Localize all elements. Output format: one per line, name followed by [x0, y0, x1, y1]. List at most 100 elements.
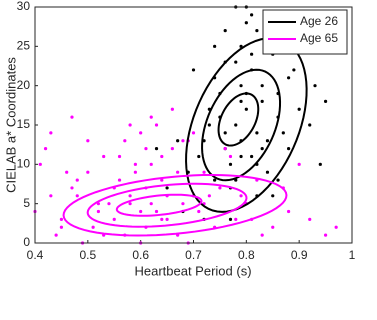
contour-ellipse	[217, 92, 260, 147]
data-point	[128, 123, 132, 127]
data-point	[287, 209, 291, 214]
data-point	[170, 147, 174, 151]
data-point	[223, 131, 227, 135]
data-point	[213, 44, 217, 48]
data-point	[75, 194, 79, 198]
data-point	[239, 84, 243, 88]
data-point	[128, 202, 132, 206]
data-point	[271, 225, 275, 229]
data-point	[59, 217, 64, 221]
legend: Age 26 Age 65	[262, 9, 348, 55]
y-tick-label: 20	[17, 78, 31, 92]
data-point	[308, 217, 312, 221]
x-tick-label: 0.5	[79, 248, 96, 262]
data-point	[228, 162, 233, 166]
data-point	[228, 154, 233, 159]
data-point	[250, 52, 254, 56]
data-point	[260, 147, 264, 151]
data-point	[334, 225, 338, 229]
data-point	[265, 170, 270, 174]
data-point	[144, 147, 148, 151]
data-point	[218, 186, 222, 190]
y-tick-label: 30	[17, 0, 31, 13]
data-point	[223, 147, 227, 151]
data-point	[75, 178, 79, 182]
data-point	[43, 147, 48, 151]
data-point	[202, 170, 206, 174]
data-point	[176, 139, 180, 143]
y-tick-label: 25	[17, 39, 31, 53]
data-point	[154, 209, 159, 214]
data-point	[154, 123, 159, 127]
data-point	[255, 29, 259, 33]
data-point	[149, 202, 153, 206]
data-point	[297, 107, 301, 111]
data-point	[59, 225, 64, 229]
data-point	[223, 29, 227, 33]
data-point	[287, 147, 291, 151]
data-point	[239, 99, 243, 103]
data-point	[244, 21, 248, 25]
data-point	[234, 217, 238, 221]
contour-ellipse	[201, 68, 282, 182]
data-point	[70, 186, 74, 190]
data-point	[170, 107, 174, 111]
data-point	[213, 178, 217, 182]
data-point	[149, 162, 153, 166]
data-point	[176, 170, 180, 174]
x-tick-label: 0.7	[185, 248, 202, 262]
data-point	[250, 154, 254, 159]
y-tick-label: 5	[23, 196, 30, 210]
data-point	[91, 225, 95, 229]
data-point	[323, 233, 328, 237]
y-tick-label: 0	[23, 235, 30, 249]
data-point	[123, 139, 127, 143]
legend-label: Age 26	[300, 14, 338, 28]
legend-box	[262, 9, 348, 55]
data-point	[250, 13, 254, 17]
data-point	[96, 209, 100, 214]
data-point	[160, 178, 164, 182]
x-tick-label: 0.9	[291, 248, 308, 262]
data-point	[149, 115, 153, 119]
x-axis-label: Heartbeat Period (s)	[134, 263, 251, 278]
data-point	[139, 209, 143, 214]
data-point	[234, 60, 238, 64]
x-tick-label: 0.8	[238, 248, 255, 262]
data-point	[234, 123, 238, 127]
data-point	[133, 170, 137, 174]
x-tick-label: 1	[349, 248, 356, 262]
axes-box	[34, 6, 353, 244]
data-point	[86, 139, 90, 143]
data-point	[70, 115, 74, 119]
data-point	[297, 162, 301, 166]
data-point	[228, 217, 233, 221]
data-point	[313, 84, 317, 88]
data-point	[65, 170, 69, 174]
data-point	[191, 131, 196, 135]
data-point	[102, 154, 106, 159]
data-point	[197, 154, 201, 159]
y-tick-label: 10	[17, 157, 31, 171]
data-point	[191, 68, 196, 72]
data-point	[260, 233, 264, 237]
data-point	[181, 202, 185, 206]
contour-ellipse	[62, 173, 288, 237]
data-point	[160, 154, 164, 159]
data-point	[112, 217, 116, 221]
data-point	[181, 139, 185, 143]
data-point	[165, 186, 169, 190]
data-point	[49, 194, 53, 198]
data-point	[107, 202, 111, 206]
data-point	[287, 76, 291, 80]
data-point	[207, 194, 211, 198]
y-axis-label: CIELAB a* Coordinates	[3, 57, 18, 193]
data-point	[117, 154, 122, 159]
data-point	[260, 84, 264, 88]
y-tick-label: 15	[17, 117, 31, 131]
data-point	[38, 162, 42, 166]
data-point	[197, 209, 201, 214]
data-point	[244, 107, 248, 111]
contour-ellipse	[185, 37, 308, 213]
